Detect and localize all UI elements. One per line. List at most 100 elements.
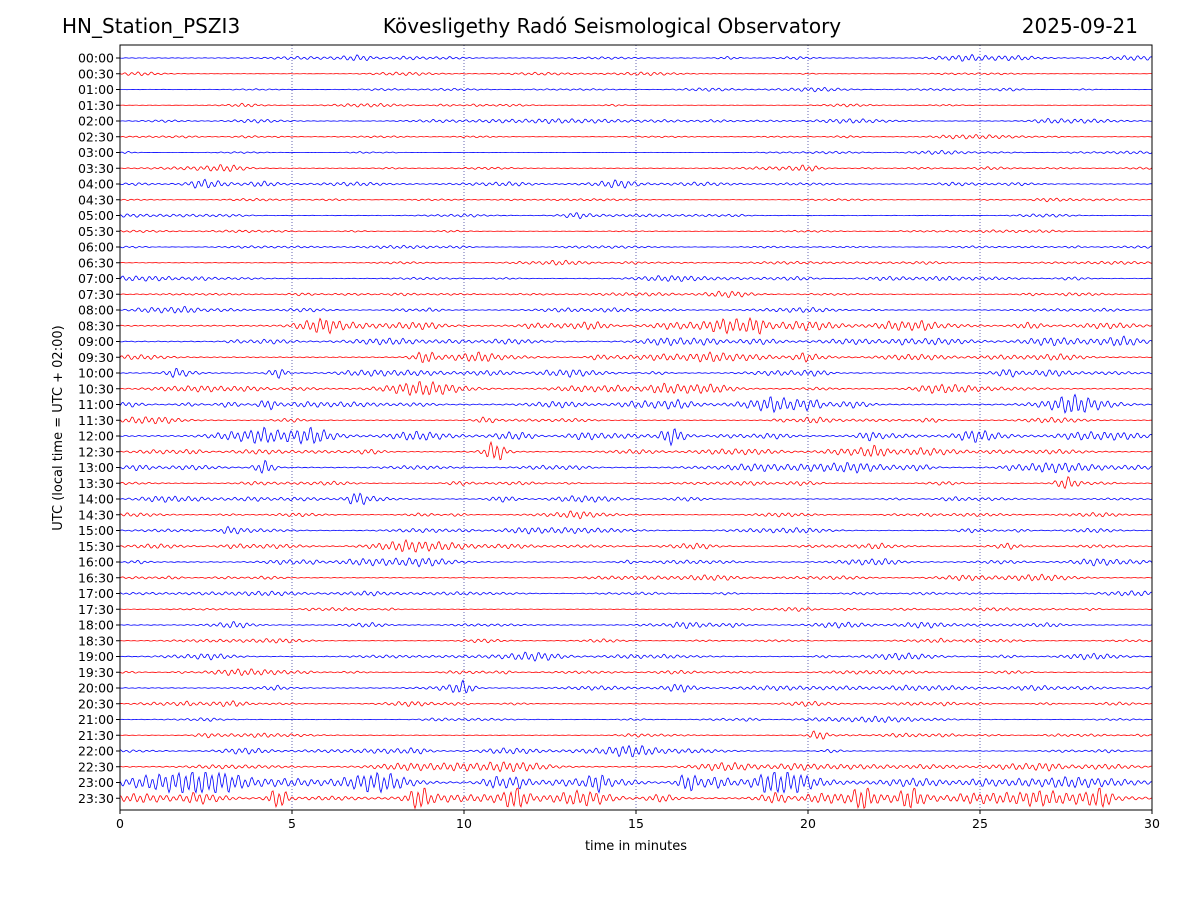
y-tick-label: 01:30 [78, 98, 114, 113]
y-tick-label: 19:00 [78, 649, 114, 664]
y-axis: 00:0000:3001:0001:3002:0002:3003:0003:30… [78, 51, 120, 806]
grid-layer [291, 45, 981, 810]
trace-0000 [119, 53, 1153, 62]
y-tick-label: 01:00 [78, 82, 114, 97]
trace-2100 [119, 715, 1153, 724]
y-tick-label: 07:00 [78, 271, 114, 286]
y-tick-label: 21:30 [78, 728, 114, 743]
trace-1500 [119, 525, 1153, 535]
trace-1430 [119, 510, 1153, 520]
trace-1530 [119, 538, 1153, 553]
trace-1730 [119, 607, 1153, 612]
trace-1000 [119, 367, 1153, 379]
y-tick-label: 07:30 [78, 287, 114, 302]
y-tick-label: 21:00 [78, 712, 114, 727]
chart-date: 2025-09-21 [1021, 14, 1138, 38]
trace-0100 [119, 87, 1153, 93]
y-tick-label: 00:00 [78, 51, 114, 66]
trace-0800 [119, 305, 1153, 314]
trace-1630 [119, 573, 1153, 582]
trace-1200 [119, 426, 1153, 447]
x-tick-label: 25 [972, 816, 988, 831]
y-tick-label: 05:00 [78, 208, 114, 223]
y-tick-label: 09:30 [78, 350, 114, 365]
station-name: HN_Station_PSZI3 [62, 14, 241, 38]
y-tick-label: 10:30 [78, 381, 114, 396]
trace-layer [119, 53, 1153, 810]
y-tick-label: 05:30 [78, 224, 114, 239]
chart-title: Kövesligethy Radó Seismological Observat… [382, 14, 842, 38]
y-axis-label: UTC (local time = UTC + 02:00) [51, 325, 66, 530]
trace-2230 [119, 761, 1153, 773]
trace-0300 [119, 149, 1153, 155]
y-tick-label: 02:00 [78, 114, 114, 129]
x-tick-label: 0 [116, 816, 124, 831]
y-tick-label: 22:00 [78, 744, 114, 759]
trace-0130 [119, 102, 1152, 108]
trace-1300 [119, 459, 1153, 474]
y-tick-label: 12:30 [78, 444, 114, 459]
trace-1030 [119, 380, 1153, 397]
trace-2300 [119, 771, 1153, 794]
x-tick-label: 20 [800, 816, 816, 831]
y-tick-label: 11:00 [78, 397, 114, 412]
y-tick-label: 03:00 [78, 145, 114, 160]
y-tick-label: 08:00 [78, 303, 114, 318]
x-tick-label: 15 [628, 816, 644, 831]
y-tick-label: 15:30 [78, 539, 114, 554]
trace-0330 [119, 164, 1153, 173]
y-tick-label: 11:30 [78, 413, 114, 428]
y-tick-label: 13:30 [78, 476, 114, 491]
y-tick-label: 18:30 [78, 633, 114, 648]
trace-2000 [119, 679, 1153, 694]
y-tick-label: 16:30 [78, 570, 114, 585]
trace-0730 [119, 290, 1153, 298]
y-tick-label: 12:00 [78, 429, 114, 444]
trace-2330 [119, 787, 1153, 810]
trace-1600 [119, 557, 1153, 568]
y-tick-label: 20:00 [78, 681, 114, 696]
y-tick-label: 08:30 [78, 318, 114, 333]
y-tick-label: 14:30 [78, 507, 114, 522]
y-tick-label: 17:00 [78, 586, 114, 601]
trace-2130 [119, 730, 1153, 740]
trace-1330 [119, 476, 1153, 490]
trace-1930 [119, 668, 1153, 676]
trace-0700 [119, 275, 1153, 282]
trace-1830 [119, 637, 1153, 644]
trace-0630 [119, 259, 1153, 266]
y-tick-label: 14:00 [78, 492, 114, 507]
y-tick-label: 20:30 [78, 696, 114, 711]
y-tick-label: 09:00 [78, 334, 114, 349]
y-tick-label: 23:30 [78, 791, 114, 806]
trace-2030 [119, 700, 1153, 707]
trace-0600 [119, 244, 1153, 249]
y-tick-label: 03:30 [78, 161, 114, 176]
y-tick-label: 16:00 [78, 555, 114, 570]
trace-1100 [119, 393, 1153, 414]
y-tick-label: 04:30 [78, 192, 114, 207]
y-tick-label: 02:30 [78, 129, 114, 144]
trace-0030 [119, 71, 1153, 76]
x-tick-label: 30 [1144, 816, 1160, 831]
trace-0230 [119, 133, 1153, 140]
x-tick-label: 10 [456, 816, 472, 831]
y-tick-label: 18:00 [78, 618, 114, 633]
y-tick-label: 22:30 [78, 759, 114, 774]
trace-1900 [119, 651, 1153, 662]
trace-2200 [119, 744, 1153, 758]
y-tick-label: 19:30 [78, 665, 114, 680]
trace-0500 [119, 212, 1153, 220]
trace-0830 [119, 316, 1153, 335]
y-tick-label: 23:00 [78, 775, 114, 790]
trace-1700 [119, 590, 1153, 597]
y-tick-label: 04:00 [78, 177, 114, 192]
y-tick-label: 17:30 [78, 602, 114, 617]
x-axis: 0 5 10 15 20 25 30 [116, 810, 1160, 831]
trace-1130 [119, 416, 1153, 425]
x-axis-label: time in minutes [585, 839, 687, 854]
trace-0900 [119, 335, 1153, 347]
trace-1800 [119, 621, 1153, 629]
y-tick-label: 15:00 [78, 523, 114, 538]
